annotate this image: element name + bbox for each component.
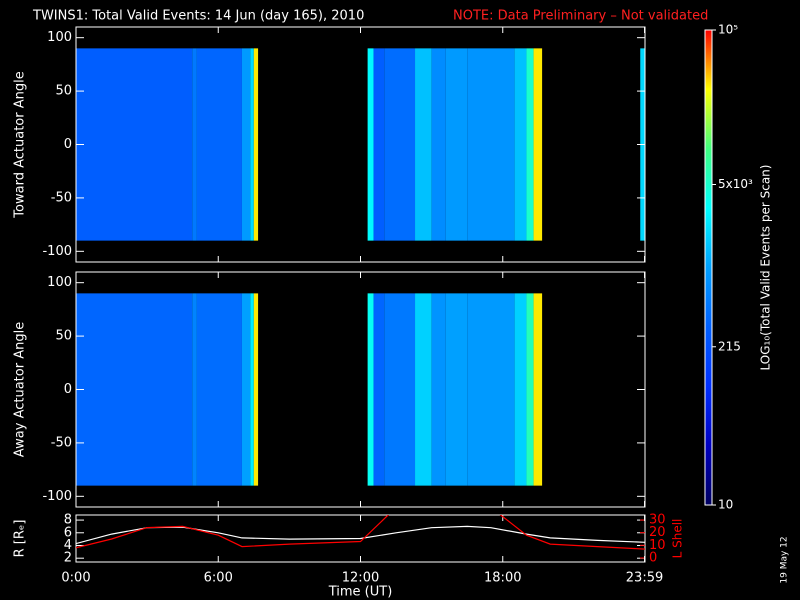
colorbar-tick-label: 5x10³ [718, 177, 753, 191]
x-tick-label: 23:59 [626, 571, 663, 586]
heatmap-cell [467, 293, 515, 486]
heatmap-cell [76, 293, 193, 486]
colorbar-label: LOG₁₀(Total Valid Events per Scan) [759, 165, 773, 371]
colorbar [704, 29, 713, 506]
y-tick-label: 100 [47, 275, 72, 290]
heatmap-cell [514, 48, 527, 241]
y-axis-label: R [Rₑ] [13, 520, 28, 558]
heatmap-cell [445, 293, 468, 486]
y-tick-label: 4 [64, 538, 72, 553]
y2-tick-label: 20 [649, 525, 666, 540]
colorbar-tick-label: 10⁵ [718, 23, 738, 37]
heatmap-cell [367, 48, 374, 241]
y-axis-label: Away Actuator Angle [13, 322, 28, 457]
heatmap-cell [241, 293, 251, 486]
y-tick-label: 50 [55, 84, 72, 99]
heatmap-cell [514, 293, 527, 486]
y-tick-label: 0 [64, 382, 72, 397]
y-tick-label: 100 [47, 30, 72, 45]
heatmap-cell [526, 293, 534, 486]
heatmap-cell [384, 48, 416, 241]
y2-tick-label: 0 [649, 550, 657, 565]
x-axis-label: Time (UT) [328, 585, 393, 600]
heatmap-cell [431, 48, 446, 241]
heatmap-cell [250, 48, 254, 241]
y-tick-label: -100 [42, 244, 72, 259]
x-tick-label: 18:00 [484, 571, 521, 586]
heatmap-cell [445, 48, 468, 241]
heatmap-cell [241, 48, 251, 241]
heatmap-cell [373, 48, 385, 241]
heatmap-cell [192, 48, 197, 241]
heatmap-cell [415, 48, 432, 241]
y-tick-label: 0 [64, 137, 72, 152]
heatmap-cell [431, 293, 446, 486]
y-axis-label: Toward Actuator Angle [13, 71, 28, 218]
heatmap-cell [76, 48, 193, 241]
heatmap-cell [253, 48, 259, 241]
note: NOTE: Data Preliminary – Not validated [453, 9, 708, 24]
y-tick-label: -100 [42, 489, 72, 504]
date-stamp: 19 May 12 [780, 536, 790, 583]
y2-tick-label: 30 [649, 513, 666, 528]
heatmap-cell [526, 48, 534, 241]
heatmap-cell [533, 293, 543, 486]
heatmap-cell [250, 293, 254, 486]
heatmap-cell [367, 293, 374, 486]
x-tick-label: 6:00 [204, 571, 233, 586]
y-tick-label: -50 [51, 190, 72, 205]
heatmap-cell [384, 293, 416, 486]
colorbar-tick-label: 215 [718, 339, 741, 353]
heatmap-cell [373, 293, 385, 486]
y-tick-label: 50 [55, 329, 72, 344]
y2-tick-label: 10 [649, 538, 666, 553]
y-tick-label: 2 [64, 551, 72, 566]
heatmap-cell [467, 48, 515, 241]
heatmap-cell [415, 293, 432, 486]
chart-title: TWINS1: Total Valid Events: 14 Jun (day … [32, 9, 364, 24]
y2-axis-label: L Shell [671, 519, 685, 559]
heatmap-cell [196, 48, 242, 241]
heatmap-cell [192, 293, 197, 486]
heatmap-cell [533, 48, 543, 241]
y-tick-label: 8 [64, 513, 72, 528]
x-tick-label: 12:00 [342, 571, 379, 586]
heatmap-cell [196, 293, 242, 486]
y-tick-label: 6 [64, 525, 72, 540]
series-line [76, 515, 645, 550]
heatmap-cell [253, 293, 259, 486]
x-tick-label: 0:00 [61, 571, 90, 586]
colorbar-tick-label: 10 [718, 498, 733, 512]
y-tick-label: -50 [51, 435, 72, 450]
